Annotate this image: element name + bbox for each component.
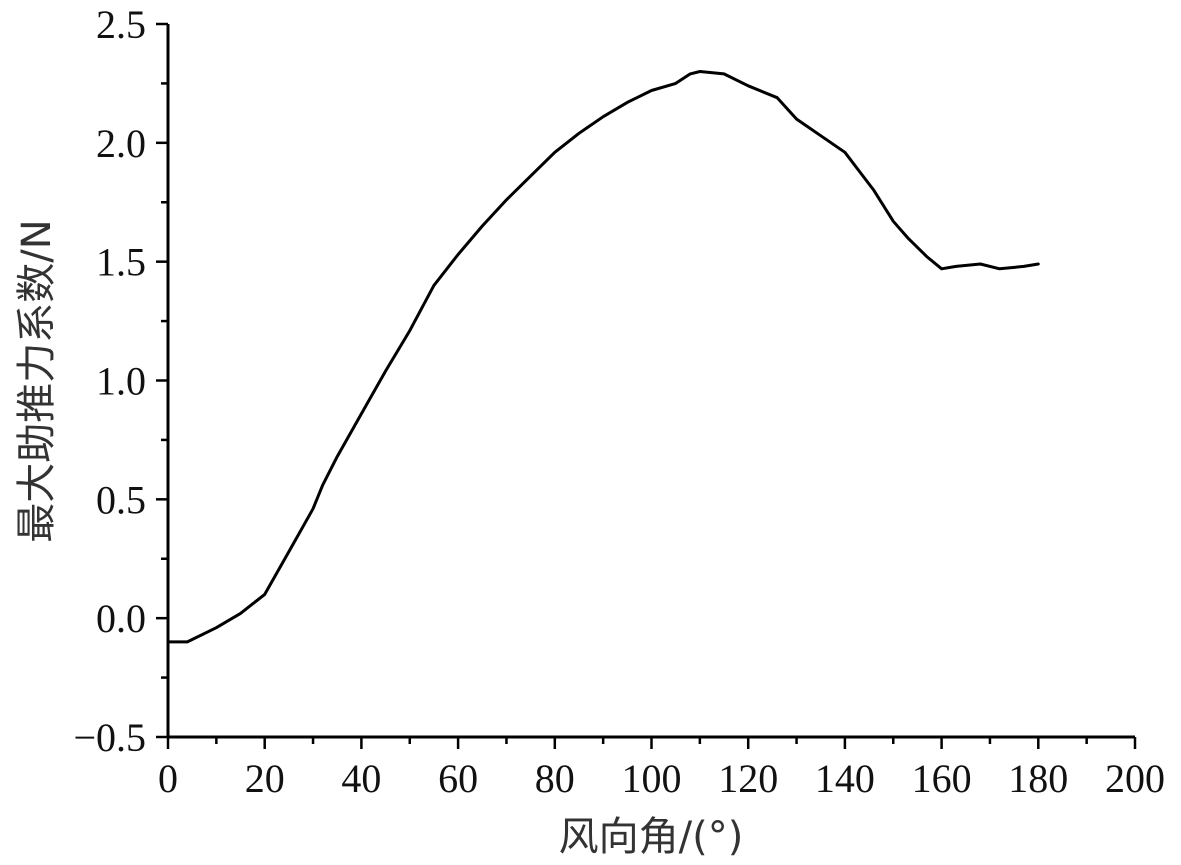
x-tick-label: 180 — [1008, 756, 1068, 801]
x-tick-label: 80 — [535, 756, 575, 801]
series-layer — [166, 70, 1040, 644]
y-axis-tick-labels: 2.5 2.0 1.5 1.0 0.5 0.0 −0.5 — [73, 2, 146, 760]
x-tick-label: 0 — [158, 756, 178, 801]
x-tick-label: 120 — [718, 756, 778, 801]
x-tick-label: 200 — [1105, 756, 1165, 801]
y-axis-ticks — [156, 22, 168, 739]
y-tick-label: 1.0 — [96, 359, 146, 404]
x-axis-ticks — [166, 737, 1137, 749]
x-tick-label: 100 — [622, 756, 682, 801]
y-tick-label: 2.0 — [96, 121, 146, 166]
y-tick-label: 2.5 — [96, 2, 146, 47]
y-tick-label: 0.5 — [96, 477, 146, 522]
y-tick-label: −0.5 — [73, 715, 146, 760]
x-axis-tick-labels: 0 20 40 60 80 100 120 140 160 180 200 — [158, 756, 1165, 801]
x-tick-label: 60 — [438, 756, 478, 801]
y-tick-label: 1.5 — [96, 240, 146, 285]
y-tick-label: 0.0 — [96, 596, 146, 641]
x-tick-label: 40 — [341, 756, 381, 801]
x-tick-label: 140 — [815, 756, 875, 801]
series-line — [166, 70, 1040, 644]
x-axis-title: 风向角/(°) — [559, 814, 744, 860]
x-tick-label: 160 — [912, 756, 972, 801]
x-tick-label: 20 — [245, 756, 285, 801]
y-axis-title: 最大助推力系数/N — [14, 219, 60, 542]
